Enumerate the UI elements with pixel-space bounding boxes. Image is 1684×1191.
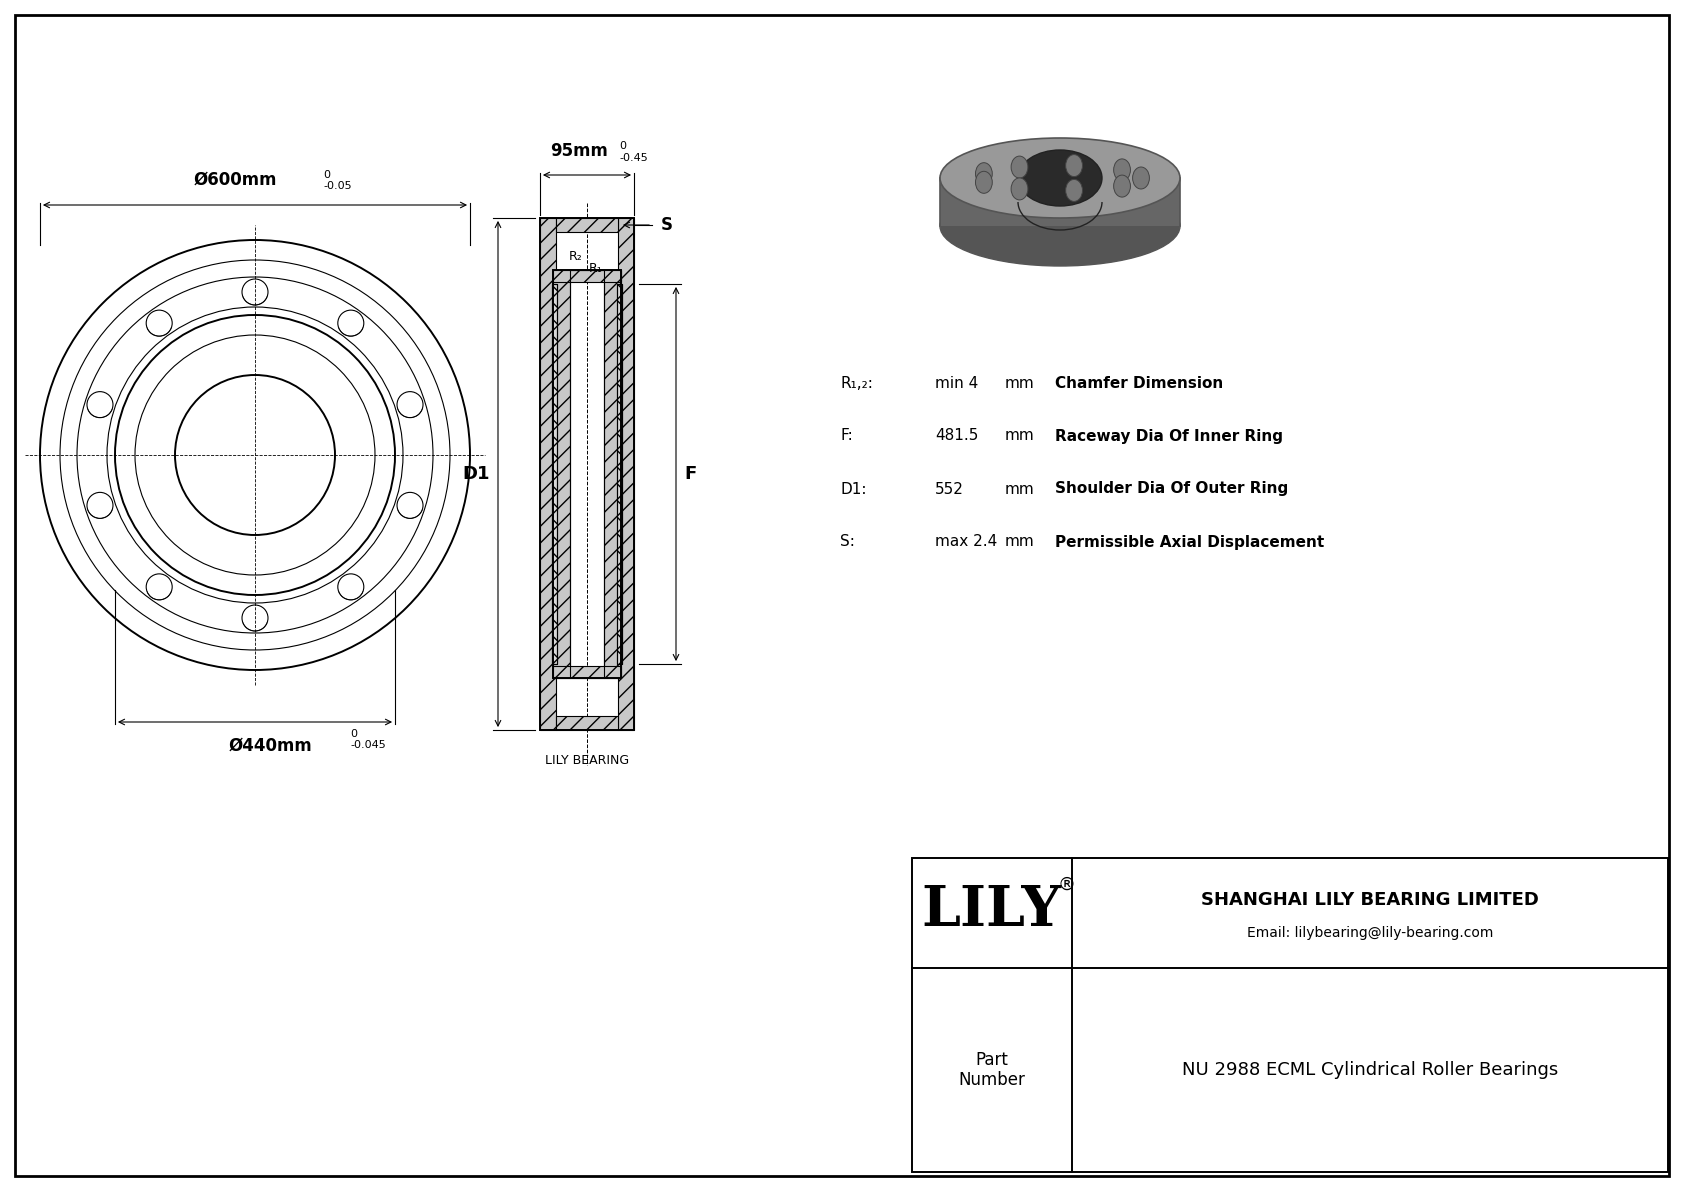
Ellipse shape xyxy=(1133,167,1150,189)
Bar xyxy=(552,270,569,678)
Text: Part
Number: Part Number xyxy=(958,1050,1026,1090)
Ellipse shape xyxy=(1066,155,1083,176)
Text: F: F xyxy=(684,464,695,484)
Text: 0: 0 xyxy=(350,729,357,738)
Text: Ø600mm: Ø600mm xyxy=(194,172,276,189)
Bar xyxy=(618,218,633,730)
Ellipse shape xyxy=(1019,150,1101,206)
Ellipse shape xyxy=(940,138,1180,218)
Text: Ø440mm: Ø440mm xyxy=(227,737,312,755)
Ellipse shape xyxy=(940,186,1180,266)
Bar xyxy=(913,858,1667,1172)
Bar xyxy=(541,218,556,730)
Bar xyxy=(552,270,621,678)
Text: 95mm: 95mm xyxy=(551,142,608,160)
Ellipse shape xyxy=(1113,175,1130,197)
Text: NU 2988 ECML Cylindrical Roller Bearings: NU 2988 ECML Cylindrical Roller Bearings xyxy=(1182,1061,1558,1079)
Bar xyxy=(940,177,1180,226)
Text: mm: mm xyxy=(1005,535,1034,549)
Text: 481.5: 481.5 xyxy=(935,429,978,443)
Ellipse shape xyxy=(975,163,992,185)
Ellipse shape xyxy=(1066,180,1083,201)
Text: Raceway Dia Of Inner Ring: Raceway Dia Of Inner Ring xyxy=(1054,429,1283,443)
Ellipse shape xyxy=(1113,158,1130,181)
Text: -0.05: -0.05 xyxy=(323,181,352,191)
Text: R₁: R₁ xyxy=(589,262,603,274)
Bar xyxy=(552,283,557,665)
Text: R₁,₂:: R₁,₂: xyxy=(840,375,872,391)
Ellipse shape xyxy=(1010,156,1027,179)
Text: R₂: R₂ xyxy=(568,249,583,262)
Text: F:: F: xyxy=(840,429,852,443)
Text: max 2.4: max 2.4 xyxy=(935,535,997,549)
Text: 0: 0 xyxy=(323,170,330,180)
Text: 0: 0 xyxy=(620,141,626,151)
Bar xyxy=(552,270,621,282)
Bar xyxy=(541,218,633,730)
Text: LILY: LILY xyxy=(921,883,1063,937)
Text: -0.045: -0.045 xyxy=(350,740,386,750)
Text: 552: 552 xyxy=(935,481,963,497)
Text: D1:: D1: xyxy=(840,481,867,497)
Text: S: S xyxy=(662,216,674,233)
Bar xyxy=(569,270,605,678)
Text: LILY BEARING: LILY BEARING xyxy=(546,754,630,767)
Text: -0.45: -0.45 xyxy=(620,152,648,163)
Bar xyxy=(552,283,557,665)
Text: mm: mm xyxy=(1005,375,1034,391)
Text: Chamfer Dimension: Chamfer Dimension xyxy=(1054,375,1223,391)
Text: min 4: min 4 xyxy=(935,375,978,391)
Text: SHANGHAI LILY BEARING LIMITED: SHANGHAI LILY BEARING LIMITED xyxy=(1201,891,1539,909)
Ellipse shape xyxy=(975,172,992,193)
Text: S:: S: xyxy=(840,535,855,549)
Text: Email: lilybearing@lily-bearing.com: Email: lilybearing@lily-bearing.com xyxy=(1246,925,1494,940)
Text: mm: mm xyxy=(1005,481,1034,497)
Bar xyxy=(616,283,621,665)
Text: mm: mm xyxy=(1005,429,1034,443)
Bar xyxy=(552,666,621,678)
Text: Permissible Axial Displacement: Permissible Axial Displacement xyxy=(1054,535,1324,549)
Text: Shoulder Dia Of Outer Ring: Shoulder Dia Of Outer Ring xyxy=(1054,481,1288,497)
Bar xyxy=(605,270,621,678)
Bar xyxy=(556,716,618,730)
Bar xyxy=(616,283,621,665)
Text: ®: ® xyxy=(1058,877,1076,894)
Ellipse shape xyxy=(1010,177,1027,200)
Bar xyxy=(556,218,618,232)
Text: D1: D1 xyxy=(463,464,490,484)
